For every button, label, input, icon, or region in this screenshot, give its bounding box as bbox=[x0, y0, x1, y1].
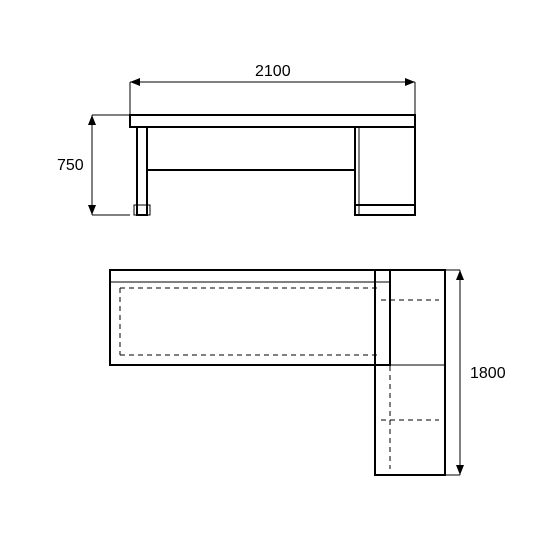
svg-text:1800: 1800 bbox=[470, 365, 506, 382]
svg-text:2100: 2100 bbox=[255, 63, 291, 80]
svg-text:750: 750 bbox=[57, 157, 84, 174]
technical-drawing: 2100 750 1800 bbox=[0, 0, 550, 550]
